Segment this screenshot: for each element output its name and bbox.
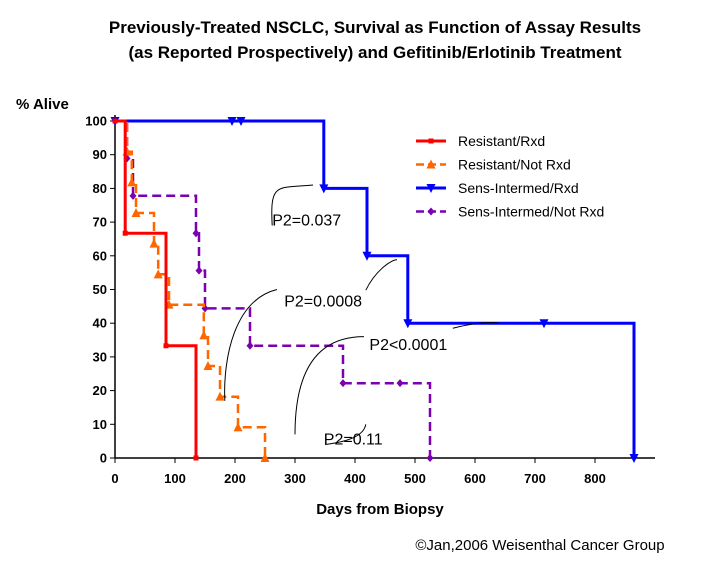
- y-tick-label: 10: [93, 417, 107, 432]
- data-point-sens-intermed-not-rxd: [192, 229, 200, 238]
- data-point-sens-intermed-not-rxd: [339, 379, 347, 388]
- data-point-sens-intermed-not-rxd: [195, 266, 203, 275]
- annotation-connector: [452, 322, 500, 329]
- x-tick-label: 400: [344, 471, 366, 486]
- y-tick-label: 90: [93, 147, 107, 162]
- data-point-resistant-rxd: [193, 455, 199, 461]
- data-point-sens-intermed-rxd: [629, 454, 639, 463]
- chart-title-line-1: Previously-Treated NSCLC, Survival as Fu…: [109, 18, 641, 37]
- data-point-sens-intermed-not-rxd: [426, 454, 434, 462]
- p-value-annotation: P2<0.0001: [369, 337, 447, 354]
- x-tick-label: 200: [224, 471, 246, 486]
- y-tick-label: 80: [93, 181, 107, 196]
- data-point-resistant-rxd: [112, 118, 118, 124]
- legend-item-sens-intermed-rxd: Sens-Intermed/Rxd: [416, 180, 579, 196]
- y-tick-label: 40: [93, 316, 107, 331]
- data-point-resistant-not-rxd: [127, 177, 137, 187]
- y-tick-label: 20: [93, 383, 107, 398]
- data-point-resistant-not-rxd: [199, 330, 209, 340]
- series-resistant-rxd: [112, 118, 199, 461]
- series-line-resistant-not-rxd: [115, 119, 267, 458]
- annotation-connector: [294, 336, 365, 435]
- data-point-sens-intermed-rxd: [227, 117, 237, 126]
- y-tick-label: 100: [85, 114, 107, 129]
- legend-label-resistant-not-rxd: Resistant/Not Rxd: [458, 157, 571, 173]
- x-tick-label: 600: [464, 471, 486, 486]
- data-point-sens-intermed-rxd: [539, 319, 549, 329]
- annotation-connector: [271, 184, 314, 226]
- p-value-annotation: P2=0.0008: [284, 293, 362, 310]
- legend-item-sens-intermed-not-rxd: Sens-Intermed/Not Rxd: [416, 204, 604, 220]
- legend-marker-resistant-rxd: [428, 138, 434, 144]
- chart-title-line-2: (as Reported Prospectively) and Gefitini…: [128, 43, 621, 62]
- x-tick-label: 0: [111, 471, 118, 486]
- x-tick-label: 100: [164, 471, 186, 486]
- data-point-resistant-not-rxd: [260, 453, 270, 462]
- y-tick-label: 70: [93, 215, 107, 230]
- legend-item-resistant-rxd: Resistant/Rxd: [416, 133, 545, 149]
- data-point-resistant-rxd: [122, 230, 128, 236]
- annotation-connector: [365, 259, 398, 291]
- data-point-sens-intermed-rxd: [236, 117, 246, 126]
- data-point-resistant-not-rxd: [153, 269, 163, 279]
- x-axis-label: Days from Biopsy: [316, 501, 444, 518]
- x-tick-label: 800: [584, 471, 606, 486]
- annotation-connector: [324, 424, 367, 446]
- series-line-sens-intermed-not-rxd: [115, 119, 432, 458]
- data-point-resistant-not-rxd: [131, 208, 141, 218]
- annotation-connector: [224, 289, 278, 401]
- data-point-sens-intermed-not-rxd: [129, 191, 137, 200]
- legend-marker-sens-intermed-rxd: [426, 184, 436, 193]
- x-tick-label: 700: [524, 471, 546, 486]
- y-axis-label: % Alive: [16, 96, 69, 113]
- legend-marker-resistant-not-rxd: [426, 159, 436, 169]
- x-tick-label: 500: [404, 471, 426, 486]
- data-point-sens-intermed-rxd: [362, 251, 372, 261]
- legend-label-resistant-rxd: Resistant/Rxd: [458, 133, 545, 149]
- data-point-resistant-not-rxd: [215, 391, 225, 401]
- y-tick-label: 60: [93, 248, 107, 263]
- copyright-footer: ©Jan,2006 Weisenthal Cancer Group: [415, 537, 664, 554]
- y-tick-label: 0: [100, 451, 107, 466]
- data-point-resistant-not-rxd: [203, 360, 213, 370]
- data-point-sens-intermed-not-rxd: [396, 379, 404, 388]
- p-value-annotation: P2=0.11: [324, 432, 383, 449]
- data-point-sens-intermed-not-rxd: [246, 341, 254, 350]
- data-point-sens-intermed-rxd: [403, 319, 413, 329]
- series-sens-intermed-not-rxd: [115, 119, 434, 462]
- data-point-resistant-not-rxd: [149, 238, 159, 248]
- legend-item-resistant-not-rxd: Resistant/Not Rxd: [416, 157, 571, 173]
- data-point-resistant-not-rxd: [233, 422, 243, 432]
- data-point-sens-intermed-rxd: [319, 184, 329, 194]
- x-tick-label: 300: [284, 471, 306, 486]
- y-tick-label: 50: [93, 282, 107, 297]
- series-resistant-not-rxd: [115, 119, 270, 462]
- legend-label-sens-intermed-not-rxd: Sens-Intermed/Not Rxd: [458, 204, 604, 220]
- y-tick-label: 30: [93, 349, 107, 364]
- series-line-resistant-rxd: [115, 119, 198, 458]
- legend-label-sens-intermed-rxd: Sens-Intermed/Rxd: [458, 180, 579, 196]
- legend-marker-sens-intermed-not-rxd: [427, 207, 435, 216]
- data-point-resistant-rxd: [163, 343, 169, 349]
- p-value-annotation: P2=0.037: [272, 212, 341, 229]
